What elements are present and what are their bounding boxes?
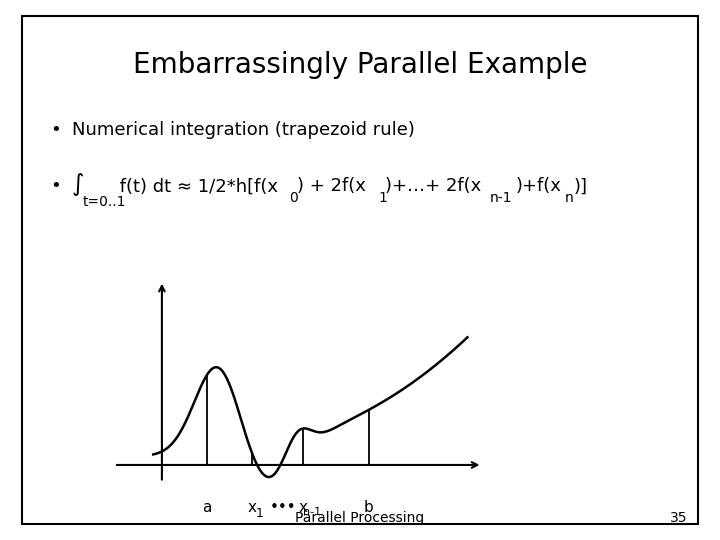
Text: •••: •••	[270, 500, 297, 515]
Text: a: a	[202, 500, 212, 515]
Text: Numerical integration (trapezoid rule): Numerical integration (trapezoid rule)	[72, 120, 415, 139]
Text: Embarrassingly Parallel Example: Embarrassingly Parallel Example	[132, 51, 588, 79]
Text: ∫: ∫	[72, 172, 84, 195]
Text: )+…+ 2f(x: )+…+ 2f(x	[385, 177, 482, 195]
Text: ) + 2f(x: ) + 2f(x	[297, 177, 366, 195]
Text: Parallel Processing: Parallel Processing	[295, 511, 425, 525]
Text: •: •	[50, 177, 61, 195]
Text: 0: 0	[289, 191, 298, 205]
Text: 35: 35	[670, 511, 688, 525]
Text: •: •	[50, 120, 61, 139]
Text: 1: 1	[378, 191, 387, 205]
Text: 1: 1	[256, 507, 264, 520]
Text: )]: )]	[574, 177, 588, 195]
Text: n: n	[564, 191, 573, 205]
Text: x: x	[298, 500, 307, 515]
Text: n-1: n-1	[490, 191, 512, 205]
Text: b: b	[364, 500, 374, 515]
Text: t=0..1: t=0..1	[83, 195, 126, 210]
Text: x: x	[247, 500, 256, 515]
Text: n-1: n-1	[302, 507, 320, 517]
Text: f(t) dt ≈ 1/2*h[f(x: f(t) dt ≈ 1/2*h[f(x	[114, 177, 278, 195]
Text: )+f(x: )+f(x	[516, 177, 562, 195]
